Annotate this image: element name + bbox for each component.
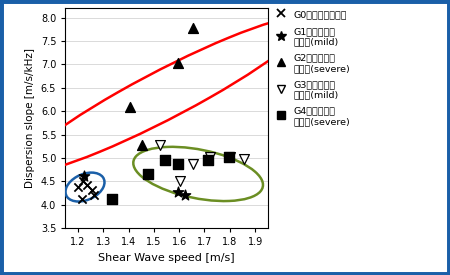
Point: [88, 188, 95, 192]
Point: [189, 161, 197, 166]
Point: [205, 158, 212, 163]
Point: [144, 172, 151, 177]
Point: [108, 197, 116, 201]
Point: [225, 155, 232, 159]
Point: [177, 178, 184, 183]
Point: [74, 185, 81, 189]
Legend: G0：コントロール, G1：急性肝炎
モデル(mild), G2：急性肝炎
モデル(severe), G3：肝線維化
モデル(mild), G4：肝線維化
モデ: G0：コントロール, G1：急性肝炎 モデル(mild), G2：急性肝炎 モデ…: [276, 9, 350, 126]
Point: [78, 197, 86, 201]
Point: [174, 161, 181, 166]
Point: [240, 157, 248, 161]
Point: [189, 26, 197, 30]
X-axis label: Shear Wave speed [m/s]: Shear Wave speed [m/s]: [98, 253, 235, 263]
Point: [81, 174, 88, 178]
Point: [157, 143, 164, 147]
Point: [83, 183, 90, 187]
Point: [79, 178, 86, 183]
Point: [206, 155, 213, 159]
Point: [139, 143, 146, 147]
Point: [126, 105, 133, 110]
Point: [162, 158, 169, 163]
Y-axis label: Dispersion slope [m/s/kHz]: Dispersion slope [m/s/kHz]: [25, 48, 35, 188]
Point: [174, 189, 181, 194]
Point: [226, 155, 234, 159]
Point: [182, 192, 189, 197]
Point: [91, 192, 98, 197]
Point: [174, 61, 181, 66]
